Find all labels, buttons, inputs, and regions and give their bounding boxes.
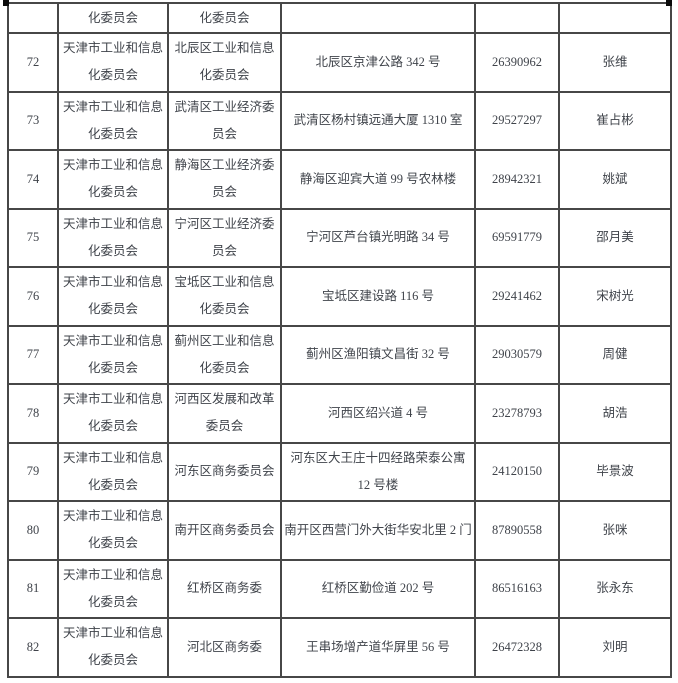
- cell-dept: 河西区发展和改革委员会: [167, 383, 282, 444]
- cell-dept: 北辰区工业和信息化委员会: [167, 32, 282, 93]
- crop-handle-artifact-right: [666, 0, 672, 6]
- cell-dept: 红桥区商务委: [167, 558, 282, 619]
- table-row: 74 天津市工业和信息化委员会 静海区工业经济委员会 静海区迎宾大道 99 号农林楼 2…: [7, 149, 672, 210]
- table-row: 82 天津市工业和信息化委员会 河北区商务委 王串场增产道华屏里 56 号 264723…: [7, 617, 672, 678]
- cell-no: 76: [7, 266, 59, 327]
- cell-contact: 张永东: [558, 558, 672, 619]
- cell-contact: [558, 2, 672, 34]
- cell-phone: 29030579: [474, 324, 560, 385]
- cell-org: 天津市工业和信息化委员会: [57, 383, 169, 444]
- cell-no: [7, 2, 59, 34]
- cell-address: 静海区迎宾大道 99 号农林楼: [280, 149, 476, 210]
- cell-dept: 武清区工业经济委员会: [167, 90, 282, 151]
- cell-phone: 29241462: [474, 266, 560, 327]
- cell-contact: 张维: [558, 32, 672, 93]
- cell-no: 80: [7, 500, 59, 561]
- contact-table: 化委员会 化委员会 72 天津市工业和信息化委员会 北辰区工业和信息化委员会 北辰区京…: [7, 2, 672, 678]
- table-row: 81 天津市工业和信息化委员会 红桥区商务委 红桥区勤俭道 202 号 86516163…: [7, 558, 672, 619]
- cell-org: 天津市工业和信息化委员会: [57, 441, 169, 502]
- cell-address: 武清区杨村镇远通大厦 1310 室: [280, 90, 476, 151]
- cell-phone: 26390962: [474, 32, 560, 93]
- cell-phone: 87890558: [474, 500, 560, 561]
- cell-no: 75: [7, 207, 59, 268]
- cell-org: 天津市工业和信息化委员会: [57, 500, 169, 561]
- cell-contact: 张咪: [558, 500, 672, 561]
- table-row: 79 天津市工业和信息化委员会 河东区商务委员会 河东区大王庄十四经路荣泰公寓 12 …: [7, 441, 672, 502]
- crop-handle-artifact-left: [3, 0, 9, 6]
- cell-phone: [474, 2, 560, 34]
- cell-org-fragment: 化委员会: [57, 2, 169, 34]
- cell-contact: 姚斌: [558, 149, 672, 210]
- cell-no: 73: [7, 90, 59, 151]
- cell-dept: 南开区商务委员会: [167, 500, 282, 561]
- cell-address: 红桥区勤俭道 202 号: [280, 558, 476, 619]
- table-row: 78 天津市工业和信息化委员会 河西区发展和改革委员会 河西区绍兴道 4 号 23278…: [7, 383, 672, 444]
- cell-address: [280, 2, 476, 34]
- cell-dept: 宁河区工业经济委员会: [167, 207, 282, 268]
- cell-org: 天津市工业和信息化委员会: [57, 207, 169, 268]
- cell-contact: 邵月美: [558, 207, 672, 268]
- cell-no: 79: [7, 441, 59, 502]
- cell-phone: 29527297: [474, 90, 560, 151]
- cell-contact: 毕景波: [558, 441, 672, 502]
- cell-contact: 刘明: [558, 617, 672, 678]
- cell-dept: 河东区商务委员会: [167, 441, 282, 502]
- cell-contact: 周健: [558, 324, 672, 385]
- cell-org: 天津市工业和信息化委员会: [57, 266, 169, 327]
- cell-org: 天津市工业和信息化委员会: [57, 617, 169, 678]
- table-body: 化委员会 化委员会 72 天津市工业和信息化委员会 北辰区工业和信息化委员会 北辰区京…: [7, 2, 672, 678]
- cell-no: 78: [7, 383, 59, 444]
- table-row: 77 天津市工业和信息化委员会 蓟州区工业和信息化委员会 蓟州区渔阳镇文昌街 32 号…: [7, 324, 672, 385]
- table-row: 73 天津市工业和信息化委员会 武清区工业经济委员会 武清区杨村镇远通大厦 1310 …: [7, 90, 672, 151]
- cell-org: 天津市工业和信息化委员会: [57, 149, 169, 210]
- cell-address: 宝坻区建设路 116 号: [280, 266, 476, 327]
- cell-org: 天津市工业和信息化委员会: [57, 324, 169, 385]
- cell-no: 77: [7, 324, 59, 385]
- cell-phone: 28942321: [474, 149, 560, 210]
- cell-address: 北辰区京津公路 342 号: [280, 32, 476, 93]
- cell-phone: 23278793: [474, 383, 560, 444]
- cell-contact: 崔占彬: [558, 90, 672, 151]
- cell-dept: 蓟州区工业和信息化委员会: [167, 324, 282, 385]
- cell-dept: 宝坻区工业和信息化委员会: [167, 266, 282, 327]
- table-row: 76 天津市工业和信息化委员会 宝坻区工业和信息化委员会 宝坻区建设路 116 号 29…: [7, 266, 672, 327]
- cell-contact: 胡浩: [558, 383, 672, 444]
- cell-dept: 静海区工业经济委员会: [167, 149, 282, 210]
- cell-address: 河西区绍兴道 4 号: [280, 383, 476, 444]
- cell-phone: 24120150: [474, 441, 560, 502]
- cell-no: 72: [7, 32, 59, 93]
- cell-contact: 宋树光: [558, 266, 672, 327]
- cell-no: 74: [7, 149, 59, 210]
- cell-no: 81: [7, 558, 59, 619]
- table-row-carryover: 化委员会 化委员会: [7, 2, 672, 34]
- cell-phone: 86516163: [474, 558, 560, 619]
- cell-phone: 69591779: [474, 207, 560, 268]
- cell-no: 82: [7, 617, 59, 678]
- cell-org: 天津市工业和信息化委员会: [57, 32, 169, 93]
- cell-address: 宁河区芦台镇光明路 34 号: [280, 207, 476, 268]
- cell-address: 蓟州区渔阳镇文昌街 32 号: [280, 324, 476, 385]
- cell-org: 天津市工业和信息化委员会: [57, 558, 169, 619]
- cell-dept-fragment: 化委员会: [167, 2, 282, 34]
- table-row: 75 天津市工业和信息化委员会 宁河区工业经济委员会 宁河区芦台镇光明路 34 号 69…: [7, 207, 672, 268]
- cell-address: 王串场增产道华屏里 56 号: [280, 617, 476, 678]
- cell-address: 河东区大王庄十四经路荣泰公寓 12 号楼: [280, 441, 476, 502]
- cell-address: 南开区西营门外大街华安北里 2 门: [280, 500, 476, 561]
- cell-dept: 河北区商务委: [167, 617, 282, 678]
- cell-org: 天津市工业和信息化委员会: [57, 90, 169, 151]
- cell-phone: 26472328: [474, 617, 560, 678]
